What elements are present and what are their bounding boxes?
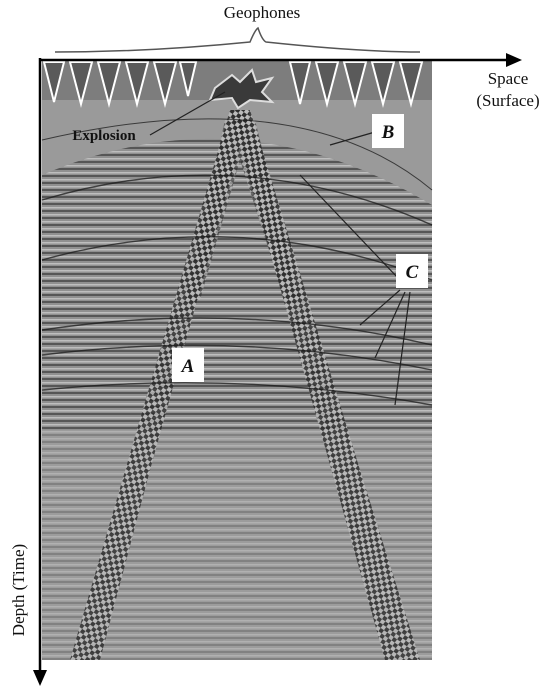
geophones-label: Geophones <box>224 3 300 22</box>
label-a: A <box>181 356 195 377</box>
label-c: C <box>406 262 419 283</box>
label-b: B <box>381 122 395 143</box>
space-label: Space <box>488 69 529 88</box>
seismic-section <box>42 60 432 660</box>
explosion-label: Explosion <box>72 128 136 144</box>
geophone-brace <box>55 28 420 52</box>
surface-label: (Surface) <box>476 91 539 110</box>
depth-label: Depth (Time) <box>9 544 28 636</box>
diagram: Geophones Space (Surface) Explosion B C … <box>0 0 560 688</box>
